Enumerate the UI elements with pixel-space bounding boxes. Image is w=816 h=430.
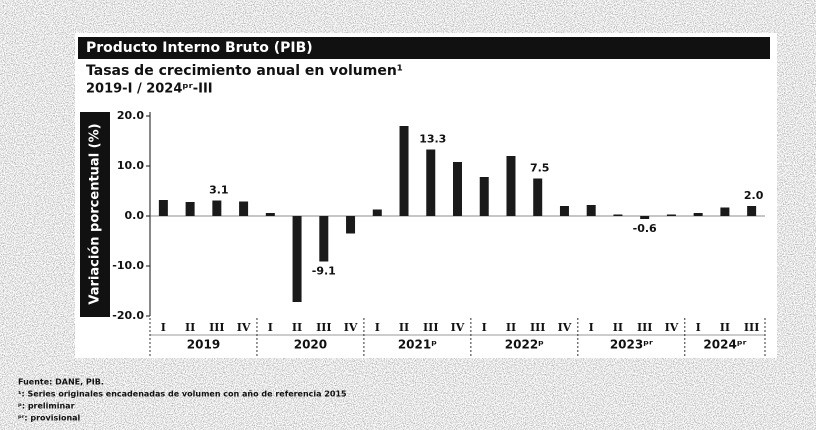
group-label: 2019 (187, 338, 220, 352)
x-tick-label: IV (665, 321, 679, 334)
bar (426, 149, 436, 216)
x-tick-label: II (613, 321, 623, 334)
bar (586, 205, 596, 216)
footnote: ᵖ: preliminar (18, 402, 75, 411)
x-tick-label: IV (344, 321, 358, 334)
y-tick-label: 20.0 (117, 109, 144, 122)
bar (265, 213, 275, 216)
x-tick-label: III (744, 321, 759, 334)
bar (640, 216, 650, 219)
bar (239, 201, 249, 216)
x-tick-label: I (482, 321, 487, 334)
x-tick-label: II (506, 321, 516, 334)
bar (533, 178, 543, 216)
x-tick-label: III (209, 321, 224, 334)
header: Producto Interno Bruto (PIB) (86, 40, 313, 56)
footnote: Fuente: DANE, PIB. (18, 378, 104, 387)
group-label: 2022ᵖ (505, 338, 544, 352)
bar (212, 200, 222, 216)
bar (666, 214, 676, 216)
x-tick-label: III (316, 321, 331, 334)
data-label: 3.1 (209, 184, 229, 197)
x-tick-label: III (423, 321, 438, 334)
y-tick-label: 10.0 (117, 159, 144, 172)
y-tick-label: 0.0 (125, 209, 145, 222)
data-label: 13.3 (419, 133, 446, 146)
y-label-box (80, 112, 110, 317)
x-tick-label: III (637, 321, 652, 334)
x-tick-label: I (696, 321, 701, 334)
footnote: ¹: Series originales encadenadas de volu… (18, 390, 347, 399)
x-tick-label: II (399, 321, 409, 334)
x-tick-label: IV (451, 321, 465, 334)
x-tick-label: I (375, 321, 380, 334)
group-label: 2024ᵖʳ (703, 338, 746, 352)
x-tick-label: IV (237, 321, 251, 334)
data-label: 2.0 (744, 189, 764, 202)
bar (292, 216, 302, 302)
bar (479, 177, 489, 216)
y-axis-label: Variación porcentual (%) (88, 123, 103, 304)
bar (747, 206, 757, 216)
group-label: 2021ᵖ (398, 338, 437, 352)
data-label: 7.5 (530, 162, 550, 175)
data-label: -9.1 (312, 265, 336, 278)
x-tick-label: I (161, 321, 166, 334)
bar (185, 202, 195, 216)
x-tick-label: I (268, 321, 273, 334)
panel (75, 33, 777, 358)
data-label: -0.6 (633, 222, 657, 235)
bar (399, 126, 409, 216)
group-label: 2023ᵖʳ (610, 338, 653, 352)
x-tick-label: I (589, 321, 594, 334)
bar (319, 216, 329, 262)
y-tick-label: -10.0 (112, 259, 144, 272)
bar (693, 213, 703, 216)
group-label: 2020 (294, 338, 327, 352)
bar (506, 156, 516, 216)
footnote: ᵖʳ: provisional (18, 414, 81, 423)
x-tick-label: III (530, 321, 545, 334)
bar (613, 214, 623, 216)
bar (720, 207, 730, 216)
x-tick-label: II (185, 321, 195, 334)
x-tick-label: II (292, 321, 302, 334)
header-bar (78, 37, 770, 59)
bar (372, 209, 382, 216)
bar (346, 216, 356, 234)
y-tick-label: -20.0 (112, 309, 144, 322)
chart-subtitle: 2019-I / 2024ᵖʳ-III (86, 82, 213, 97)
bar (158, 200, 168, 216)
bar (453, 162, 462, 216)
bar (559, 206, 569, 216)
chart-title: Tasas de crecimiento anual en volumen¹ (86, 63, 403, 79)
x-tick-label: IV (558, 321, 572, 334)
x-tick-label: II (720, 321, 730, 334)
